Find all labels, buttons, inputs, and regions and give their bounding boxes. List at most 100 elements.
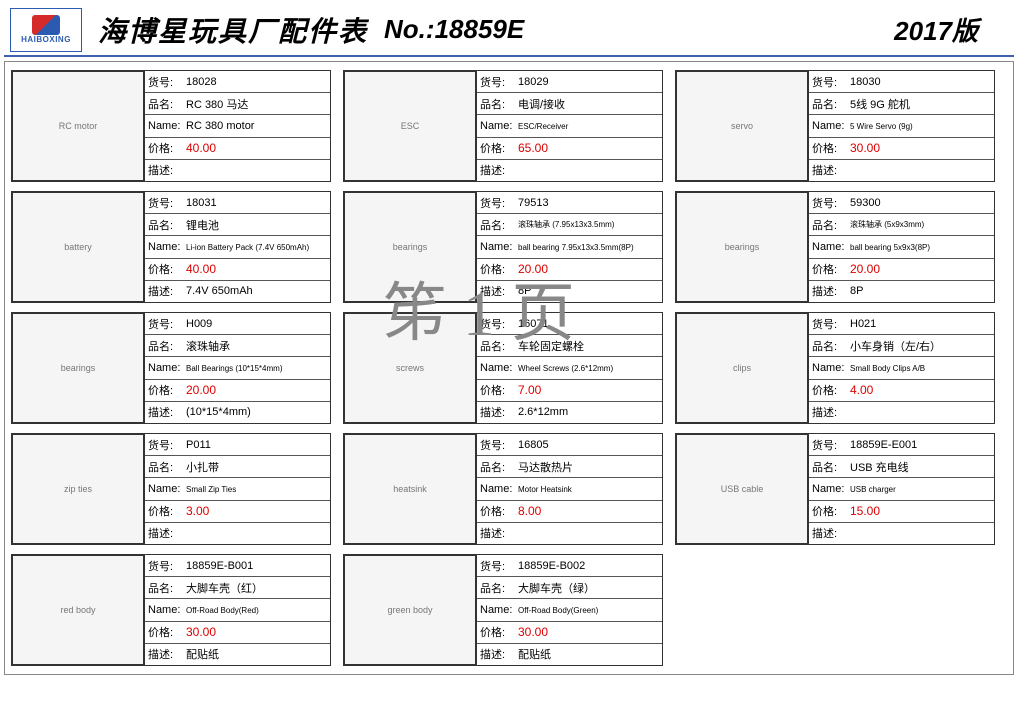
part-card: red body 货号:18859E-B001 品名:大脚车壳（红） Name:… — [11, 554, 331, 666]
name-en-label: Name: — [148, 483, 186, 495]
desc-value: 7.4V 650mAh — [186, 285, 253, 297]
part-info: 货号:18859E-B001 品名:大脚车壳（红） Name:Off-Road … — [145, 554, 331, 666]
part-image: heatsink — [343, 433, 477, 545]
part-image: RC motor — [11, 70, 145, 182]
name-cn-value: USB 充电线 — [850, 459, 909, 475]
price-label: 价格: — [480, 261, 518, 277]
name-cn-value: 大脚车壳（红） — [186, 580, 263, 596]
part-image: ESC — [343, 70, 477, 182]
logo-text: HAIBOXING — [21, 35, 71, 44]
part-info: 货号:79513 品名:滚珠轴承 (7.95x13x3.5mm) Name:ba… — [477, 191, 663, 303]
name-en-label: Name: — [480, 604, 518, 616]
desc-label: 描述: — [148, 646, 186, 662]
desc-value: 2.6*12mm — [518, 406, 568, 418]
sku-label: 货号: — [148, 437, 186, 453]
part-image: screws — [343, 312, 477, 424]
name-en-value: Off-Road Body(Red) — [186, 606, 259, 615]
model-number: No.:18859E — [384, 14, 524, 45]
price-value: 30.00 — [850, 141, 880, 155]
page-title: 海博星玩具厂配件表 — [98, 10, 368, 50]
logo-mark — [32, 15, 60, 35]
part-card: bearings 货号:59300 品名:滚珠轴承 (5x9x3mm) Name… — [675, 191, 995, 303]
name-cn-value: 滚珠轴承 — [186, 338, 230, 354]
price-label: 价格: — [148, 140, 186, 156]
part-card: bearings 货号:H009 品名:滚珠轴承 Name:Ball Beari… — [11, 312, 331, 424]
name-en-label: Name: — [812, 362, 850, 374]
part-info: 货号:59300 品名:滚珠轴承 (5x9x3mm) Name:ball bea… — [809, 191, 995, 303]
sku-value: 79513 — [518, 197, 549, 209]
desc-value: 配贴纸 — [186, 646, 219, 662]
sku-value: P011 — [186, 439, 211, 451]
name-en-label: Name: — [480, 120, 518, 132]
part-card: battery 货号:18031 品名:锂电池 Name:Li-ion Batt… — [11, 191, 331, 303]
part-card: green body 货号:18859E-B002 品名:大脚车壳（绿） Nam… — [343, 554, 663, 666]
name-en-value: Small Body Clips A/B — [850, 364, 925, 373]
part-info: 货号:18859E-B002 品名:大脚车壳（绿） Name:Off-Road … — [477, 554, 663, 666]
name-cn-label: 品名: — [480, 338, 518, 354]
sku-value: 18031 — [186, 197, 217, 209]
part-info: 货号:18028 品名:RC 380 马达 Name:RC 380 motor … — [145, 70, 331, 182]
sku-label: 货号: — [812, 437, 850, 453]
part-card: heatsink 货号:16805 品名:马达散热片 Name:Motor He… — [343, 433, 663, 545]
name-cn-label: 品名: — [148, 459, 186, 475]
name-cn-value: 滚珠轴承 (7.95x13x3.5mm) — [518, 219, 614, 230]
name-cn-value: 锂电池 — [186, 217, 219, 233]
name-cn-label: 品名: — [812, 459, 850, 475]
name-cn-value: RC 380 马达 — [186, 96, 248, 112]
sku-label: 货号: — [812, 316, 850, 332]
name-cn-label: 品名: — [480, 580, 518, 596]
desc-label: 描述: — [812, 283, 850, 299]
price-label: 价格: — [812, 382, 850, 398]
part-info: 货号:18859E-E001 品名:USB 充电线 Name:USB charg… — [809, 433, 995, 545]
desc-label: 描述: — [480, 646, 518, 662]
desc-value: 8P — [518, 285, 531, 297]
sku-value: H009 — [186, 318, 212, 330]
price-label: 价格: — [480, 140, 518, 156]
price-label: 价格: — [148, 503, 186, 519]
desc-label: 描述: — [812, 404, 850, 420]
sku-label: 货号: — [148, 316, 186, 332]
name-cn-label: 品名: — [148, 338, 186, 354]
price-value: 20.00 — [850, 262, 880, 276]
part-image: servo — [675, 70, 809, 182]
part-image: bearings — [675, 191, 809, 303]
logo: HAIBOXING — [10, 8, 82, 52]
part-info: 货号:18029 品名:电调/接收 Name:ESC/Receiver 价格:6… — [477, 70, 663, 182]
name-en-value: ball bearing 7.95x13x3.5mm(8P) — [518, 243, 634, 252]
name-cn-label: 品名: — [148, 217, 186, 233]
sku-value: 16071 — [518, 318, 549, 330]
sku-value: 16805 — [518, 439, 549, 451]
desc-label: 描述: — [148, 283, 186, 299]
header-divider — [4, 55, 1014, 57]
name-cn-label: 品名: — [480, 217, 518, 233]
sku-value: 18859E-B001 — [186, 560, 253, 572]
part-image: battery — [11, 191, 145, 303]
name-en-value: ESC/Receiver — [518, 122, 568, 131]
part-card: screws 货号:16071 品名:车轮固定螺栓 Name:Wheel Scr… — [343, 312, 663, 424]
price-label: 价格: — [480, 624, 518, 640]
name-cn-value: 5线 9G 舵机 — [850, 96, 910, 112]
name-en-label: Name: — [148, 241, 186, 253]
name-en-value: RC 380 motor — [186, 120, 254, 132]
part-card: USB cable 货号:18859E-E001 品名:USB 充电线 Name… — [675, 433, 995, 545]
name-cn-value: 大脚车壳（绿） — [518, 580, 595, 596]
name-en-value: USB charger — [850, 485, 896, 494]
name-en-value: Li-ion Battery Pack (7.4V 650mAh) — [186, 243, 309, 252]
part-info: 货号:16071 品名:车轮固定螺栓 Name:Wheel Screws (2.… — [477, 312, 663, 424]
name-cn-value: 滚珠轴承 (5x9x3mm) — [850, 219, 924, 230]
sku-value: 18859E-E001 — [850, 439, 917, 451]
header: HAIBOXING 海博星玩具厂配件表 No.:18859E 2017版 — [0, 0, 1018, 55]
price-value: 7.00 — [518, 383, 541, 397]
sku-value: 18029 — [518, 76, 549, 88]
name-en-label: Name: — [480, 241, 518, 253]
name-cn-label: 品名: — [480, 96, 518, 112]
part-image: red body — [11, 554, 145, 666]
sku-label: 货号: — [812, 74, 850, 90]
name-cn-label: 品名: — [480, 459, 518, 475]
part-image: zip ties — [11, 433, 145, 545]
name-cn-label: 品名: — [812, 217, 850, 233]
sku-value: H021 — [850, 318, 876, 330]
desc-label: 描述: — [148, 404, 186, 420]
sku-value: 18028 — [186, 76, 217, 88]
sku-value: 18030 — [850, 76, 881, 88]
